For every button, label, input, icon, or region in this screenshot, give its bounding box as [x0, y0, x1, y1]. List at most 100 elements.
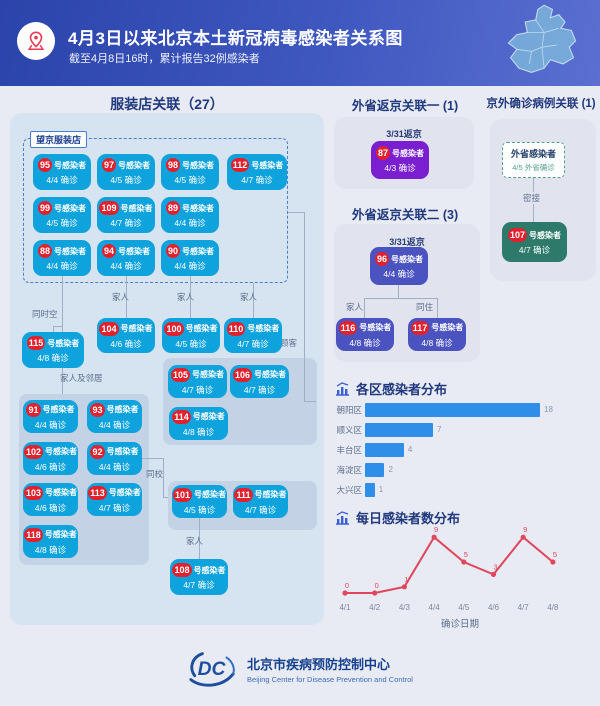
connector-line [163, 458, 164, 497]
case-confirm-date: 4/7 确诊 [110, 218, 142, 228]
case-confirm-date: 4/8 确诊 [349, 337, 381, 348]
case-suffix-label: 号感染者 [47, 338, 80, 348]
case-node-104: 104 号感染者 4/6 确诊 [97, 318, 155, 353]
x-tick-label: 4/3 [399, 603, 411, 612]
footer-org-name-cn: 北京市疾病预防控制中心 [247, 657, 391, 672]
bar-rect [365, 402, 540, 417]
case-node-111: 111 号感染者 4/7 确诊 [233, 485, 288, 518]
case-suffix-label: 号感染者 [45, 447, 78, 456]
page-subtitle: 截至4月8日16时，累计报告32例感染者 [69, 53, 260, 65]
connector-line [163, 497, 168, 498]
case-suffix-label: 号感染者 [120, 203, 153, 213]
case-suffix-label: 号感染者 [54, 246, 86, 256]
bar-rect [365, 462, 385, 477]
connector-line [304, 401, 316, 402]
bar-category-label: 丰台区 [336, 444, 362, 455]
connector-line [437, 298, 438, 318]
connector-line [398, 285, 399, 298]
case-confirm-date: 4/5 确诊 [46, 218, 78, 228]
bar-value-label: 4 [407, 445, 413, 454]
x-tick-label: 4/5 [458, 603, 470, 612]
data-point-4/2 [372, 590, 378, 596]
case-node-113: 113 号感染者 4/7 确诊 [87, 483, 142, 516]
case-suffix-label: 号感染者 [182, 160, 214, 170]
connector-line [253, 283, 254, 318]
beijing-map-graphic [507, 4, 577, 73]
case-node-100: 100 号感染者 4/5 确诊 [162, 318, 220, 353]
case-number-badge: 99 [37, 201, 52, 215]
bar-row-1: 顺义区 7 [335, 422, 585, 437]
case-suffix-label: 号感染者 [106, 447, 139, 456]
case-confirm-date: 4/7 确诊 [237, 338, 269, 349]
case-number-badge: 104 [99, 321, 119, 336]
data-point-label: 5 [553, 550, 557, 559]
x-tick-label: 4/2 [369, 603, 381, 612]
cdc-logo: DC [189, 652, 235, 687]
district-bar-chart: 朝阳区 18 顺义区 7 丰台区 4 海淀区 2 大兴区 1 [335, 402, 585, 502]
case-suffix-label: 号感染者 [431, 323, 464, 332]
case-confirm-date: 4/6 确诊 [34, 502, 67, 513]
case-node-101: 101 号感染者 4/5 确诊 [172, 485, 227, 518]
data-point-label: 9 [434, 526, 438, 534]
case-confirm-date: 4/5 确诊 [175, 338, 207, 349]
case-number-badge: 108 [172, 563, 192, 577]
case-node-93: 93 号感染者 4/4 确诊 [87, 400, 142, 433]
case-number-badge: 111 [234, 487, 253, 502]
case-number-badge: 97 [101, 158, 116, 172]
case-suffix-label: 号感染者 [44, 530, 77, 539]
case-suffix-label: 号感染者 [185, 324, 218, 333]
relation-label: 家人 [240, 292, 258, 302]
case-node-105: 105 号感染者 4/7 确诊 [168, 365, 227, 398]
data-point-label: 1 [404, 575, 408, 584]
case-confirm-date: 4/7 确诊 [518, 245, 551, 255]
case-number-badge: 115 [26, 336, 46, 350]
bar-chart-header: 各区感染者分布 [335, 379, 447, 398]
bar-value-label: 18 [544, 405, 553, 414]
data-point-4/6 [490, 571, 497, 577]
bar-row-2: 丰台区 4 [335, 442, 585, 457]
case-confirm-date: 4/6 确诊 [34, 461, 67, 472]
case-suffix-label: 号感染者 [118, 246, 150, 256]
case-confirm-date: 4/4 确诊 [98, 419, 131, 430]
case-suffix-label: 号感染者 [54, 160, 86, 170]
case-node-103: 103 号感染者 4/6 确诊 [23, 483, 78, 516]
section-title-clothing: 服装店关联（27） [110, 96, 224, 112]
case-suffix-label: 号感染者 [108, 488, 141, 497]
case-suffix-label: 号感染者 [45, 488, 78, 497]
case-confirm-date: 4/8 确诊 [421, 337, 453, 348]
case-number-badge: 107 [507, 228, 528, 242]
connector-line [288, 212, 304, 213]
case-node-118: 118 号感染者 4/8 确诊 [23, 525, 78, 558]
data-point-4/3 [401, 584, 407, 590]
relation-label: 同校 [146, 469, 164, 479]
case-suffix-label: 号感染者 [359, 323, 392, 332]
case-number-badge: 98 [165, 158, 180, 172]
case-number-badge: 87 [375, 146, 390, 160]
case-confirm-date: 4/4 确诊 [34, 419, 67, 430]
relation-label: 家人及邻居 [60, 373, 103, 383]
case-number-badge: 88 [37, 244, 52, 258]
case-node-88: 88 号感染者 4/4 确诊 [33, 240, 91, 276]
header-banner: 4月3日以来北京本土新冠病毒感染者关系图 截至4月8日16时，累计报告32例感染… [0, 0, 600, 86]
data-point-label: 3 [493, 562, 497, 571]
x-tick-label: 4/4 [429, 603, 441, 612]
case-suffix-label: 号感染者 [391, 254, 423, 264]
case-number-badge: 106 [232, 367, 253, 382]
connector-line [126, 276, 127, 318]
case-number-badge: 91 [26, 402, 41, 417]
case-node-96: 96 号感染者 4/4 确诊 [370, 247, 428, 285]
case-number-badge: 116 [338, 320, 358, 335]
case-node-117: 117 号感染者 4/8 确诊 [408, 318, 466, 351]
case-confirm-date: 4/6 确诊 [110, 338, 142, 349]
connector-line [364, 298, 365, 318]
x-tick-label: 4/7 [518, 603, 530, 612]
relation-label: 同时空 [32, 309, 58, 319]
data-point-label: 9 [523, 526, 527, 534]
case-suffix-label: 号感染者 [106, 405, 139, 414]
data-point-label: 0 [345, 581, 349, 590]
case-number-badge: 100 [164, 321, 184, 336]
case-confirm-date: 4/5 确诊 [183, 504, 216, 515]
bar-value-label: 7 [437, 425, 442, 434]
case-number-badge: 117 [410, 320, 430, 335]
connector-line [190, 276, 191, 318]
